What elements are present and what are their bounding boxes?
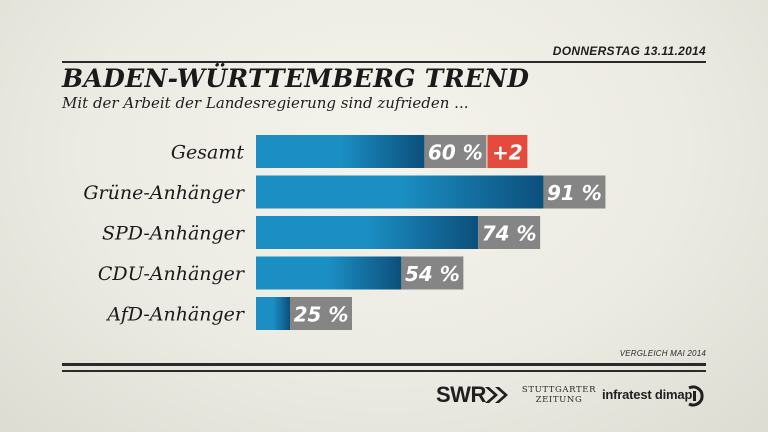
infratest-mark-icon bbox=[688, 385, 704, 407]
category-label: SPD-Anhänger bbox=[102, 223, 246, 245]
value-label: 25 % bbox=[294, 303, 349, 327]
stuttgarter-logo-line2: ZEITUNG bbox=[535, 395, 583, 405]
comparison-note: VERGLEICH MAI 2014 bbox=[619, 349, 706, 358]
value-label: 91 % bbox=[547, 181, 602, 205]
bar bbox=[256, 175, 544, 209]
change-box bbox=[487, 135, 528, 168]
value-box bbox=[401, 256, 464, 290]
stuttgarter-zeitung-logo: STUTTGARTER ZEITUNG bbox=[521, 385, 597, 405]
category-label: CDU-Anhänger bbox=[98, 263, 246, 285]
infratest-dimap-logo: infratest dimap bbox=[602, 387, 693, 402]
logo-bar: SWR STUTTGARTER ZEITUNG infratest dimap bbox=[0, 378, 768, 418]
chart-subtitle: Mit der Arbeit der Landesregierung sind … bbox=[62, 94, 469, 112]
top-rule bbox=[62, 61, 706, 63]
bar bbox=[256, 216, 479, 249]
value-box bbox=[424, 135, 487, 168]
bottom-rule-thick bbox=[62, 363, 706, 366]
stuttgarter-logo-line1: STUTTGARTER bbox=[521, 385, 597, 395]
value-box bbox=[543, 175, 606, 209]
bar bbox=[256, 297, 290, 330]
value-box bbox=[290, 297, 352, 330]
value-label: 54 % bbox=[405, 262, 460, 286]
date-label: DONNERSTAG 13.11.2014 bbox=[552, 44, 706, 58]
value-label: 74 % bbox=[482, 222, 537, 246]
change-label: +2 bbox=[492, 141, 523, 165]
category-label: AfD-Anhänger bbox=[105, 304, 246, 326]
value-label: 60 % bbox=[428, 141, 483, 165]
chart-title: BADEN-WÜRTTEMBERG TREND bbox=[62, 64, 530, 93]
category-label: Gesamt bbox=[171, 142, 245, 164]
bar bbox=[256, 135, 425, 168]
bottom-rule-thin bbox=[62, 370, 706, 372]
swr-logo: SWR bbox=[436, 382, 486, 407]
swr-arrows-icon bbox=[485, 387, 508, 403]
bar bbox=[256, 256, 402, 290]
value-box bbox=[478, 216, 541, 249]
category-label: Grüne-Anhänger bbox=[83, 182, 246, 204]
